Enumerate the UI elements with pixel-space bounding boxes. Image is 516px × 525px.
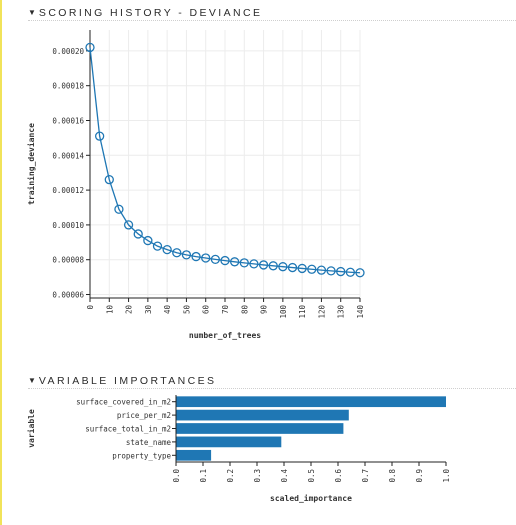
data-point — [239, 258, 249, 268]
y-axis-title: training_deviance — [26, 123, 36, 205]
data-point — [336, 266, 346, 277]
x-tick-label: 0.9 — [415, 469, 424, 483]
x-tick-label: 140 — [356, 305, 365, 319]
category-label: surface_total_in_m2 — [85, 425, 171, 434]
variable-importances-title: VARIABLE IMPORTANCES — [38, 375, 217, 387]
x-axis-title: number_of_trees — [189, 331, 261, 340]
data-point — [114, 204, 124, 214]
x-tick-label: 0.7 — [361, 469, 370, 483]
data-point — [287, 262, 298, 273]
y-tick-label: 0.00020 — [52, 47, 84, 56]
scoring-history-header[interactable]: ▼ SCORING HISTORY - DEVIANCE — [28, 7, 262, 19]
data-point — [181, 250, 192, 260]
x-tick-label: 0.3 — [253, 469, 262, 483]
y-tick-label: 0.00006 — [52, 291, 84, 300]
importance-bar — [176, 449, 212, 461]
category-label: price_per_m2 — [117, 411, 171, 420]
category-label: property_type — [112, 451, 171, 460]
data-point — [201, 253, 211, 263]
data-point — [94, 131, 105, 141]
x-tick-label: 120 — [317, 305, 326, 319]
importance-bar — [176, 436, 282, 448]
data-point — [133, 229, 143, 239]
importance-bar — [176, 396, 446, 408]
data-point — [249, 259, 259, 269]
x-tick-label: 0.5 — [307, 469, 316, 483]
data-point — [268, 261, 278, 271]
x-tick-label: 110 — [298, 305, 307, 319]
scoring-history-title: SCORING HISTORY - DEVIANCE — [38, 7, 263, 19]
x-tick-label: 1.0 — [442, 469, 451, 483]
data-point — [191, 251, 201, 262]
collapse-triangle-icon[interactable]: ▼ — [28, 376, 36, 385]
y-axis-title: variable — [26, 409, 36, 448]
data-point — [316, 265, 327, 275]
data-point — [297, 263, 307, 274]
category-label: surface_covered_in_m2 — [76, 398, 171, 407]
data-point — [143, 235, 153, 246]
data-point — [104, 175, 114, 185]
x-tick-label: 90 — [260, 305, 269, 315]
data-point — [345, 267, 356, 277]
x-tick-label: 0.8 — [388, 469, 397, 483]
y-tick-label: 0.00008 — [52, 256, 84, 265]
x-tick-label: 0 — [86, 305, 95, 310]
y-tick-label: 0.00014 — [52, 151, 84, 160]
section-divider — [28, 20, 516, 21]
variable-importances-header[interactable]: ▼ VARIABLE IMPORTANCES — [28, 375, 216, 387]
data-point — [326, 266, 336, 276]
data-point — [220, 255, 230, 266]
x-tick-label: 80 — [240, 305, 249, 315]
x-tick-label: 100 — [279, 305, 288, 319]
data-point — [162, 244, 172, 255]
data-point — [278, 262, 288, 272]
data-point — [172, 248, 182, 258]
x-tick-label: 10 — [105, 305, 114, 315]
x-tick-label: 0.0 — [172, 469, 181, 483]
x-axis-title: scaled_importance — [270, 493, 352, 503]
x-tick-label: 0.6 — [334, 469, 343, 483]
y-tick-label: 0.00012 — [52, 186, 84, 195]
x-tick-label: 50 — [182, 305, 191, 315]
x-tick-label: 60 — [202, 305, 211, 315]
section-divider — [28, 388, 516, 389]
x-tick-label: 70 — [221, 305, 230, 315]
x-tick-label: 0.4 — [280, 469, 289, 483]
x-tick-label: 130 — [337, 305, 346, 319]
data-point — [258, 260, 269, 270]
importance-bar — [176, 409, 349, 421]
collapse-triangle-icon[interactable]: ▼ — [28, 8, 36, 17]
y-tick-label: 0.00016 — [52, 116, 84, 125]
y-tick-label: 0.00018 — [52, 82, 84, 91]
y-tick-label: 0.00010 — [52, 221, 84, 230]
x-tick-label: 40 — [163, 305, 172, 315]
data-point — [152, 241, 163, 251]
x-tick-label: 20 — [125, 305, 134, 315]
data-point — [85, 42, 95, 53]
data-point — [229, 257, 240, 267]
data-point — [307, 264, 317, 274]
importance-bar — [176, 423, 344, 434]
category-label: state_name — [126, 438, 172, 447]
x-tick-label: 30 — [144, 305, 153, 315]
data-point — [355, 268, 365, 278]
data-point — [123, 220, 134, 230]
x-tick-label: 0.1 — [199, 469, 208, 483]
data-point — [210, 254, 221, 265]
notebook-cell-indicator — [0, 0, 2, 525]
x-tick-label: 0.2 — [226, 469, 235, 483]
